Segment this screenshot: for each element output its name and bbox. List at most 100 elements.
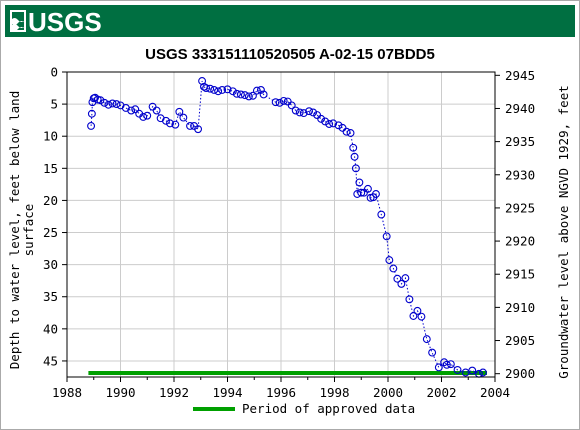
data-point xyxy=(275,98,284,107)
data-point xyxy=(321,117,330,126)
data-point xyxy=(389,264,398,273)
y-right-tick-label: 2905 xyxy=(505,333,535,348)
data-point xyxy=(202,84,211,93)
data-point xyxy=(372,190,380,198)
chart-title: USGS 333151110520505 A-02-15 07BDD5 xyxy=(145,46,435,63)
data-point xyxy=(355,178,364,187)
data-point xyxy=(248,91,257,100)
y-left-tick-label: 20 xyxy=(43,193,58,208)
legend-label-approved: Period of approved data xyxy=(242,401,415,416)
data-point xyxy=(100,98,109,107)
data-point xyxy=(210,86,219,94)
data-point xyxy=(252,86,261,95)
data-point xyxy=(434,363,443,372)
data-point xyxy=(175,107,184,116)
data-point xyxy=(405,295,414,304)
data-point xyxy=(244,92,253,101)
data-point xyxy=(401,274,410,283)
y-right-tick-label: 2900 xyxy=(505,366,535,381)
legend: Period of approved data xyxy=(193,401,415,416)
data-point xyxy=(218,86,227,94)
data-point xyxy=(206,84,215,93)
y-right-tick-label: 2920 xyxy=(505,234,535,249)
data-point xyxy=(428,348,437,357)
data-point xyxy=(422,335,431,344)
data-point xyxy=(397,279,406,288)
usgs-header-bar xyxy=(5,5,575,37)
data-point xyxy=(127,106,136,115)
y-left-axis-label-line2: surface xyxy=(21,204,36,257)
y-left-tick-label: 35 xyxy=(43,289,58,304)
data-point xyxy=(446,360,455,369)
usgs-wave-icon xyxy=(10,10,26,32)
x-tick-label: 1994 xyxy=(212,385,242,400)
data-point xyxy=(350,152,359,161)
usgs-logo: USGS xyxy=(10,7,102,37)
data-point xyxy=(363,184,372,193)
data-point xyxy=(325,120,334,128)
data-point xyxy=(479,368,487,377)
y-right-tick-label: 2935 xyxy=(505,134,535,149)
data-point xyxy=(305,107,314,116)
data-point xyxy=(351,164,360,173)
data-point xyxy=(223,85,232,94)
data-point xyxy=(377,210,386,219)
data-point xyxy=(393,274,402,283)
data-point xyxy=(442,360,451,369)
data-point xyxy=(166,119,174,128)
data-point xyxy=(104,100,113,109)
y-left-axis-label-line1: Depth to water level, feet below land xyxy=(7,91,22,369)
y-left-tick-label: 40 xyxy=(43,321,58,336)
data-point xyxy=(468,366,477,375)
data-point xyxy=(240,91,249,100)
data-point xyxy=(162,116,170,125)
y-left-tick-label: 5 xyxy=(50,97,58,112)
data-point xyxy=(232,89,241,98)
data-point xyxy=(382,232,391,241)
data-point xyxy=(139,112,148,121)
data-point xyxy=(186,121,195,130)
data-point xyxy=(309,108,318,117)
data-point xyxy=(329,119,338,128)
data-point xyxy=(417,312,426,321)
data-point xyxy=(171,120,180,129)
data-point xyxy=(346,129,355,137)
data-point xyxy=(409,312,418,320)
data-point xyxy=(108,99,117,108)
data-point xyxy=(236,90,245,99)
data-point xyxy=(228,87,237,96)
data-point xyxy=(131,105,140,114)
y-left-tick-label: 30 xyxy=(43,257,58,272)
x-tick-label: 1988 xyxy=(52,385,82,400)
y-right-tick-label: 2910 xyxy=(505,300,535,315)
data-point xyxy=(96,96,105,105)
y-right-axis-label: Groundwater level above NGVD 1929, feet xyxy=(556,85,571,379)
y-left-tick-label: 10 xyxy=(43,129,58,144)
y-left-tick-label: 0 xyxy=(50,65,58,80)
data-point xyxy=(295,108,304,117)
y-right-tick-label: 2945 xyxy=(505,68,535,83)
data-point xyxy=(317,114,326,123)
grid-lines xyxy=(62,71,500,382)
data-point xyxy=(256,86,265,94)
y-right-tick-labels: 2900 2905 2910 2915 2920 2925 2930 2935 2940 2945 xyxy=(505,68,535,381)
x-tick-label: 2000 xyxy=(373,385,403,400)
data-point xyxy=(453,365,462,374)
data-point xyxy=(334,121,343,130)
x-tick-label: 1990 xyxy=(105,385,135,400)
y-left-tick-label: 15 xyxy=(43,161,58,176)
x-tick-label: 1992 xyxy=(159,385,189,400)
data-point xyxy=(259,90,268,99)
x-tick-label: 1998 xyxy=(319,385,349,400)
y-left-tick-labels: 0 5 10 15 20 25 30 35 40 45 xyxy=(43,65,58,369)
data-point xyxy=(194,125,203,134)
data-point xyxy=(279,96,288,105)
y-left-tick-label: 45 xyxy=(43,353,58,368)
data-point xyxy=(357,188,366,197)
series-layer xyxy=(87,77,487,378)
data-point xyxy=(299,109,308,118)
data-point xyxy=(87,109,96,118)
x-tick-labels: 1988 1990 1992 1994 1996 1998 2000 2002 2004 xyxy=(52,385,510,400)
data-point xyxy=(413,306,422,315)
data-point xyxy=(271,98,280,107)
